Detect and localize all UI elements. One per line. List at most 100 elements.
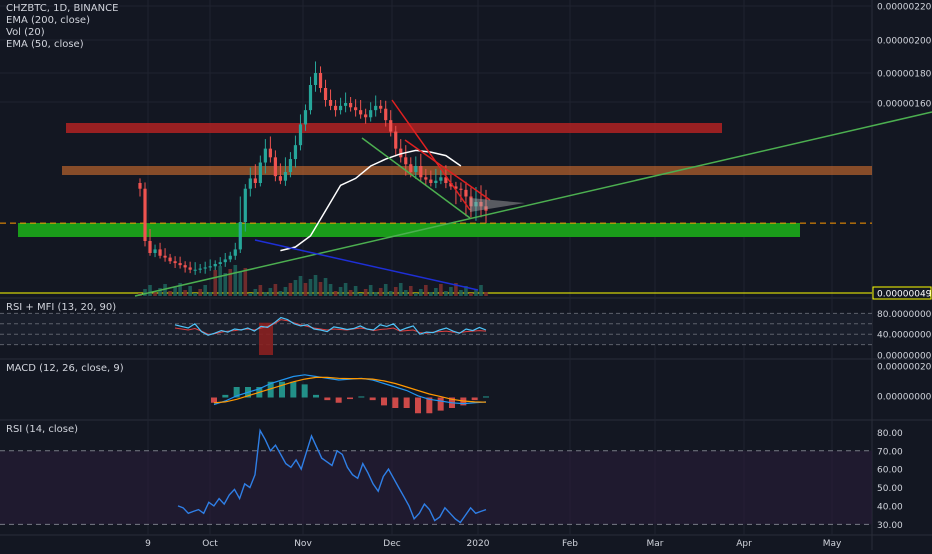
ascending-trendline[interactable] [134, 111, 932, 297]
price-tick-2[interactable]: 0.00000180 [877, 70, 932, 80]
time-tick-7[interactable]: Apr [736, 539, 752, 549]
candle-body[interactable] [424, 177, 428, 180]
triangle-pattern[interactable] [470, 198, 525, 212]
candle-body[interactable] [173, 261, 177, 264]
time-tick-8[interactable]: May [823, 539, 842, 549]
candle-body[interactable] [183, 265, 187, 268]
rsi-pane[interactable] [0, 428, 872, 525]
price-tick-0[interactable]: 0.00000220 [877, 3, 932, 13]
candle-body[interactable] [138, 183, 142, 189]
candle-body[interactable] [268, 148, 272, 158]
candle-body[interactable] [223, 259, 227, 263]
rsi-mfi-tick-1[interactable]: 40.00000000 [877, 331, 932, 341]
candle-body[interactable] [193, 269, 197, 271]
candle-body[interactable] [198, 268, 202, 270]
candle-body[interactable] [474, 202, 478, 207]
candle-body[interactable] [469, 196, 473, 207]
candle-body[interactable] [354, 107, 358, 111]
candle-body[interactable] [258, 162, 262, 183]
price-tick-3[interactable]: 0.00000160 [877, 100, 932, 110]
candle-body[interactable] [479, 202, 483, 207]
time-tick-4[interactable]: 2020 [467, 539, 490, 549]
price-tick-1[interactable]: 0.00000200 [877, 37, 932, 47]
indicator-ema50[interactable]: EMA (50, close) [6, 39, 84, 50]
candle-body[interactable] [153, 249, 157, 253]
rsi-line-rm[interactable] [174, 316, 487, 336]
rsi-tick-2[interactable]: 60.00 [877, 466, 903, 476]
descending-trendline-blue[interactable] [254, 239, 479, 291]
candle-body[interactable] [248, 178, 252, 189]
candle-body[interactable] [228, 255, 232, 260]
candle-body[interactable] [308, 85, 313, 111]
candle-body[interactable] [394, 131, 398, 149]
time-tick-2[interactable]: Nov [294, 539, 312, 549]
candle-body[interactable] [333, 105, 338, 111]
candle-body[interactable] [328, 100, 333, 106]
candle-body[interactable] [263, 148, 267, 163]
signal-line[interactable] [213, 376, 487, 404]
indicator-vol[interactable]: Vol (20) [6, 27, 45, 38]
rsi-tick-0[interactable]: 80.00 [877, 429, 903, 439]
candle-body[interactable] [389, 120, 393, 132]
macd-tick-1[interactable]: 0.00000000 [877, 393, 932, 403]
candle-body[interactable] [454, 186, 458, 189]
candle-body[interactable] [278, 176, 283, 181]
candle-body[interactable] [288, 159, 293, 172]
descending-trendline-red-2[interactable] [404, 139, 491, 201]
candle-body[interactable] [253, 178, 257, 183]
candle-body[interactable] [293, 145, 298, 160]
candle-body[interactable] [218, 262, 222, 264]
macd-legend[interactable]: MACD (12, 26, close, 9) [6, 363, 124, 375]
time-tick-6[interactable]: Mar [647, 539, 664, 549]
candle-body[interactable] [188, 267, 192, 270]
candle-body[interactable] [303, 110, 308, 125]
candle-body[interactable] [158, 249, 162, 256]
candle-body[interactable] [243, 188, 247, 222]
candle-body[interactable] [343, 103, 348, 106]
candle-body[interactable] [429, 179, 433, 183]
candle-body[interactable] [464, 189, 468, 197]
candle-body[interactable] [318, 73, 323, 88]
time-tick-1[interactable]: Oct [202, 539, 218, 549]
candle-body[interactable] [163, 255, 167, 258]
time-axis[interactable]: 9 Oct Nov Dec 2020 Feb Mar Apr May [145, 539, 842, 549]
ema-50-line[interactable] [280, 149, 462, 252]
candle-body[interactable] [484, 206, 488, 211]
candle-body[interactable] [273, 157, 277, 177]
candle-body[interactable] [349, 103, 353, 108]
rsi-mfi-legend[interactable]: RSI + MFI (13, 20, 90) [6, 302, 116, 314]
indicator-ema200[interactable]: EMA (200, close) [6, 15, 90, 26]
candle-body[interactable] [203, 267, 207, 269]
candle-body[interactable] [143, 188, 147, 241]
candle-body[interactable] [449, 183, 453, 187]
macd-tick-0[interactable]: 0.00000020 [877, 363, 932, 373]
candle-body[interactable] [168, 257, 172, 262]
candle-body[interactable] [379, 105, 383, 109]
candle-body[interactable] [439, 177, 443, 181]
candle-body[interactable] [404, 157, 408, 165]
rsi-tick-1[interactable]: 70.00 [877, 447, 903, 457]
candle-body[interactable] [338, 105, 343, 111]
rsi-mfi-tick-0[interactable]: 80.00000000 [877, 310, 932, 320]
rsi-tick-5[interactable]: 30.00 [877, 521, 903, 531]
candle-body[interactable] [313, 73, 318, 85]
candle-body[interactable] [399, 148, 403, 158]
rsi-tick-3[interactable]: 50.00 [877, 484, 903, 494]
time-tick-3[interactable]: Dec [383, 539, 400, 549]
candle-body[interactable] [369, 110, 373, 118]
candle-body[interactable] [419, 166, 423, 178]
candle-body[interactable] [283, 172, 288, 181]
candle-body[interactable] [434, 180, 438, 183]
candle-body[interactable] [374, 105, 378, 111]
candle-body[interactable] [384, 108, 388, 121]
candle-body[interactable] [238, 222, 242, 250]
candle-body[interactable] [323, 88, 328, 100]
time-tick-0[interactable]: 9 [145, 539, 151, 549]
rsi-line[interactable] [177, 428, 487, 524]
candle-body[interactable] [359, 110, 363, 115]
support-zone[interactable] [18, 223, 800, 237]
candle-body[interactable] [364, 114, 368, 118]
candle-body[interactable] [459, 188, 463, 190]
time-tick-5[interactable]: Feb [562, 539, 578, 549]
